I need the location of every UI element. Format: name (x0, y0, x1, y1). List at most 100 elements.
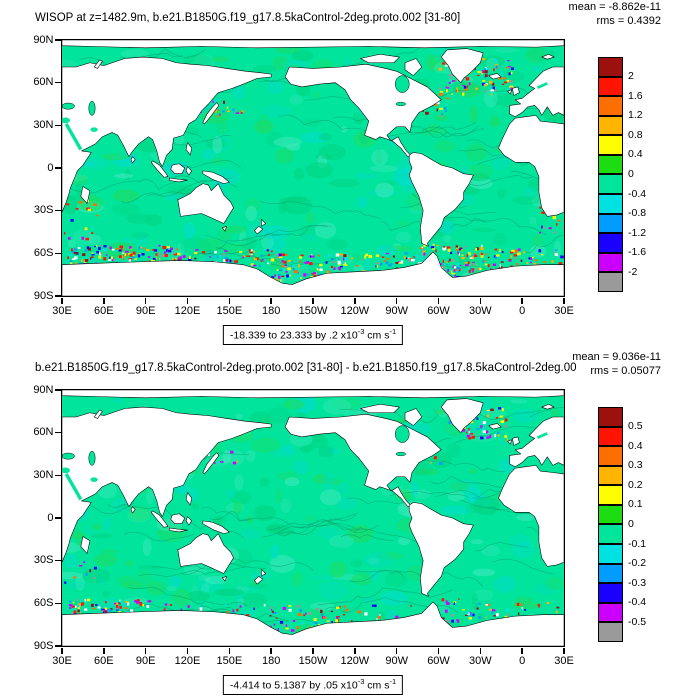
lon-tick-label: 30E (554, 304, 574, 317)
lon-tick (312, 297, 314, 304)
plot-title-top: WISOP at z=1482.9m, b.e21.B1850G.f19_g17… (35, 12, 461, 24)
caption-exponent: -3 (357, 677, 365, 686)
lat-tick (54, 39, 61, 41)
colorbar-label: 0.3 (628, 459, 643, 472)
caption-exponent: -3 (357, 327, 365, 336)
lon-tick (144, 647, 147, 654)
mean-value-top: mean = -8.862e-11 (568, 1, 661, 13)
mean-value-bottom: mean = 9.036e-11 (572, 351, 661, 363)
lon-tick-label: 150W (298, 304, 328, 317)
colorbar-box (598, 154, 623, 175)
caption-text: -4.414 to 5.1387 by .05 x10 (229, 679, 358, 692)
lon-tick (437, 297, 440, 304)
colorbar-box (598, 174, 623, 195)
lon-tick (144, 297, 147, 304)
lon-tick (395, 647, 398, 654)
lon-tick-label: 180 (261, 654, 281, 667)
colorbar-box (598, 465, 623, 486)
lat-tick-label: 0 (47, 511, 54, 524)
colorbar-box (598, 194, 623, 214)
lat-tick-label: 30N (33, 118, 54, 131)
rms-value-bottom: rms = 0.05077 (590, 365, 661, 377)
lon-tick (103, 647, 105, 654)
lat-tick (54, 474, 61, 477)
lon-tick (354, 297, 356, 304)
lon-tick-label: 90W (385, 304, 408, 317)
lon-tick (186, 647, 189, 654)
lat-tick (54, 81, 61, 84)
lat-tick-label: 60S (33, 246, 54, 259)
lon-tick (563, 647, 565, 654)
lat-tick (54, 124, 61, 127)
lon-tick-label: 120E (174, 304, 201, 317)
colorbar-box (598, 602, 623, 623)
colorbar-box (598, 524, 623, 545)
colorbar-box (598, 272, 623, 292)
lon-tick (395, 297, 398, 304)
colorbar-box (598, 96, 623, 116)
lon-tick (103, 297, 105, 304)
lat-tick-label: 90N (33, 383, 54, 396)
colorbar-label: -0.3 (628, 576, 647, 589)
colorbar-label: 1.2 (628, 109, 643, 122)
lon-tick-label: 60W (427, 654, 450, 667)
caption-text: -18.339 to 23.333 by .2 x10 (229, 329, 358, 342)
lat-tick (54, 602, 61, 605)
colorbar-label: -1.2 (628, 226, 647, 239)
colorbar-label: 0.4 (628, 148, 643, 161)
lon-tick-label: 150E (216, 654, 243, 667)
colorbar-box (598, 233, 623, 253)
lat-tick (54, 559, 61, 562)
lon-tick-label: 60E (94, 654, 114, 667)
lat-tick-label: 30S (33, 554, 54, 567)
colorbar-box (598, 252, 623, 273)
colorbar-label: 0.5 (628, 420, 643, 433)
colorbar-label: 0.1 (628, 498, 643, 511)
lon-tick-label: 0 (519, 304, 526, 317)
lat-tick (54, 252, 61, 255)
colorbar-box (598, 213, 623, 234)
lat-tick-label: 60S (33, 596, 54, 609)
lon-tick (228, 297, 231, 304)
lon-tick (479, 647, 482, 654)
lat-tick (54, 517, 61, 519)
colorbar-label: 0 (628, 167, 634, 180)
range-caption-bottom: -4.414 to 5.1387 by .05 x10-3 cm s-1 (222, 675, 404, 695)
colorbar-box (598, 446, 623, 466)
lat-tick-label: 60N (33, 426, 54, 439)
lat-tick (54, 209, 61, 212)
colorbar-box (598, 504, 623, 525)
lon-tick-label: 120W (340, 654, 370, 667)
colorbar-box (598, 426, 623, 447)
lon-tick-label: 120E (174, 654, 201, 667)
lat-tick-label: 90N (33, 33, 54, 46)
lat-tick (54, 167, 61, 169)
lon-tick-label: 30E (554, 654, 574, 667)
caption-unit: cm s (364, 679, 390, 692)
lon-tick (61, 647, 63, 654)
caption-unit-exponent: -1 (389, 677, 397, 686)
rms-value-top: rms = 0.4392 (596, 15, 661, 27)
colorbar-label: -0.8 (628, 207, 647, 220)
lat-tick-label: 30N (33, 468, 54, 481)
world-map-top (60, 38, 565, 297)
colorbar-box (598, 407, 623, 427)
lon-tick (186, 297, 189, 304)
lat-tick-label: 90S (33, 639, 54, 652)
colorbar-box (598, 485, 623, 505)
colorbar-label: -2 (628, 265, 638, 278)
lat-tick-label: 90S (33, 289, 54, 302)
colorbar-box (598, 622, 623, 642)
lon-tick (479, 297, 482, 304)
caption-unit: cm s (364, 329, 390, 342)
lon-tick (270, 297, 272, 304)
lon-tick (312, 647, 314, 654)
lon-tick-label: 60E (94, 304, 114, 317)
colorbar-box (598, 57, 623, 77)
lon-tick (521, 647, 523, 654)
lon-tick-label: 30W (469, 654, 492, 667)
colorbar-box (598, 544, 623, 564)
colorbar-label: 2 (628, 70, 634, 83)
lon-tick (563, 297, 565, 304)
bottom-map-panel: b.e21.B1850G.f19_g17.8.5kaControl-2deg.p… (0, 350, 700, 700)
